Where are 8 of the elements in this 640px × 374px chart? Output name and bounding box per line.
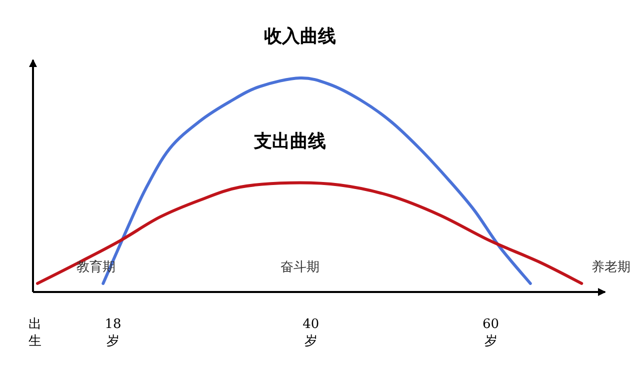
x-tick-label: 出生 <box>28 317 42 349</box>
annotation: 奋斗期 <box>280 260 320 275</box>
text: 收入曲线 <box>264 26 336 47</box>
annotation: 养老期 <box>592 259 630 275</box>
series-label: 支出曲线 <box>253 130 326 152</box>
x-tick-label: 40岁 <box>302 317 320 349</box>
x-tick-label: 18岁 <box>104 317 122 349</box>
x-tick-label: 60岁 <box>482 317 500 349</box>
